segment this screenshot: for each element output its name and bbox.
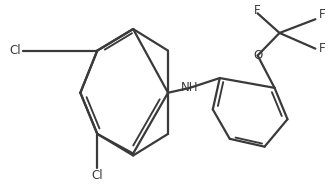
Text: F: F	[319, 42, 325, 55]
Text: F: F	[254, 4, 261, 17]
Text: NH: NH	[181, 81, 199, 94]
Text: Cl: Cl	[92, 169, 103, 182]
Text: O: O	[253, 49, 262, 62]
Text: Cl: Cl	[9, 44, 21, 57]
Text: F: F	[319, 8, 325, 21]
